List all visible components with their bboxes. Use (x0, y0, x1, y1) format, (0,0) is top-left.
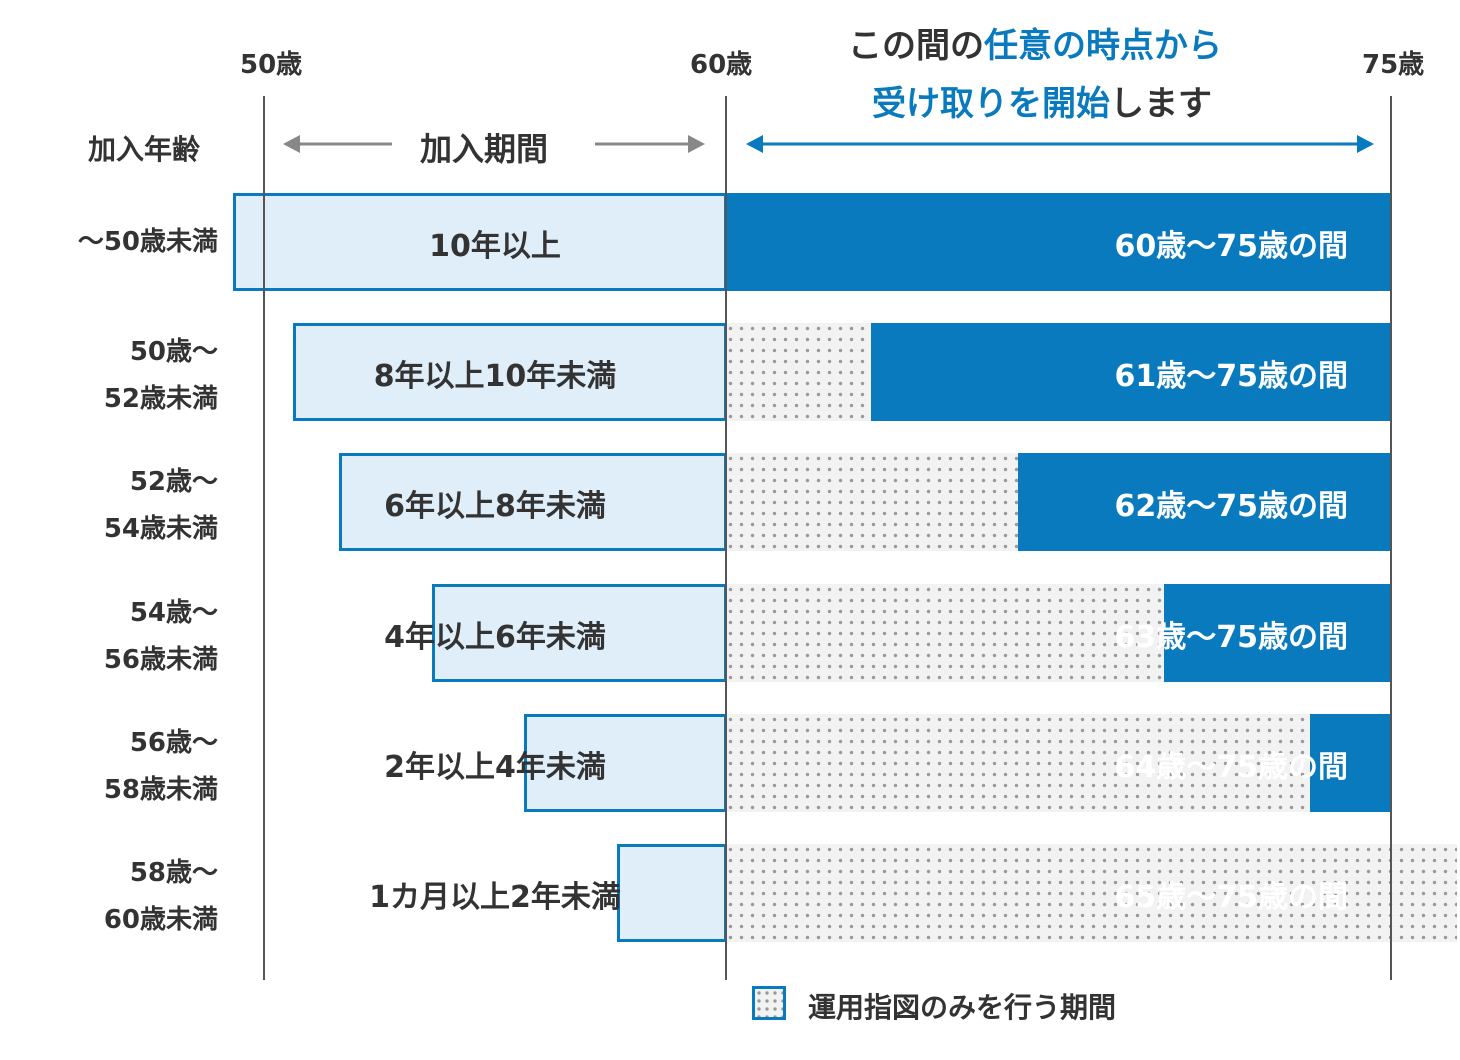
row-age-line: 52歳〜 (129, 467, 218, 497)
join-period-text: 2年以上4年未満 (384, 750, 606, 785)
instruction-only-period-bar (725, 453, 1018, 551)
instruction-only-period-bar (725, 323, 872, 421)
join-period-bar (616, 844, 727, 942)
join-period-text: 10年以上 (429, 229, 561, 264)
join-period-bar (339, 453, 727, 551)
instruction-only-period-bar (725, 714, 1311, 812)
legend-label: 運用指図のみを行う期間 (808, 991, 1117, 1024)
row-age-label: 54歳〜 56歳未満 (18, 590, 218, 684)
receive-period-text: 61歳〜75歳の間 (1114, 359, 1349, 394)
row-age-line: 56歳〜 (129, 728, 218, 758)
receive-period-text: 62歳〜75歳の間 (1114, 489, 1349, 524)
row-age-line: 56歳未満 (103, 645, 218, 675)
row-age-line: 50歳〜 (129, 337, 218, 367)
instruction-only-period-bar (725, 844, 1457, 942)
instruction-only-period-bar (725, 584, 1164, 682)
receive-period-text: 65歳〜75歳の間 (1114, 880, 1349, 915)
row-age-line: 54歳〜 (129, 598, 218, 628)
join-period-label: 加入期間 (420, 130, 549, 168)
row-age-line: 〜50歳未満 (77, 227, 218, 257)
join-period-bar (431, 584, 727, 682)
tick-label-50: 50歳 (240, 50, 303, 80)
row-age-label: 50歳〜 52歳未満 (18, 329, 218, 423)
row-age-line: 58歳未満 (103, 775, 218, 805)
period-arrows (283, 135, 1374, 153)
join-period-bar (293, 323, 727, 421)
row-age-label: 56歳〜 58歳未満 (18, 720, 218, 814)
join-period-text: 4年以上6年未満 (384, 620, 606, 655)
row-age-label: 〜50歳未満 (18, 219, 218, 266)
join-period-text: 1カ月以上2年未満 (369, 880, 621, 915)
receive-period-text: 63歳〜75歳の間 (1114, 620, 1349, 655)
row-age-label: 58歳〜 60歳未満 (18, 850, 218, 944)
tick-label-60: 60歳 (690, 50, 753, 80)
title-line-1: この間の任意の時点から (848, 26, 1222, 66)
title-line-2: 受け取りを開始します (872, 84, 1212, 124)
join-period-text: 6年以上8年未満 (384, 489, 606, 524)
row-age-line: 60歳未満 (103, 905, 218, 935)
row-header: 加入年齢 (88, 133, 201, 166)
receive-period-arrow (746, 135, 1374, 153)
gridline-60 (725, 96, 727, 980)
join-period-text: 8年以上10年未満 (373, 359, 617, 394)
join-period-bar (524, 714, 727, 812)
gridline-75 (1390, 96, 1392, 980)
receive-period-bar (725, 193, 1392, 291)
gridline-50 (263, 96, 265, 980)
tick-label-75: 75歳 (1362, 50, 1425, 80)
row-age-line: 52歳未満 (103, 384, 218, 414)
row-age-label: 52歳〜 54歳未満 (18, 459, 218, 553)
receive-period-text: 64歳〜75歳の間 (1114, 750, 1349, 785)
join-period-arrow (283, 135, 705, 153)
row-age-line: 54歳未満 (103, 514, 218, 544)
row-age-line: 58歳〜 (129, 858, 218, 888)
receive-period-text: 60歳〜75歳の間 (1114, 229, 1349, 264)
legend-swatch (752, 986, 786, 1020)
